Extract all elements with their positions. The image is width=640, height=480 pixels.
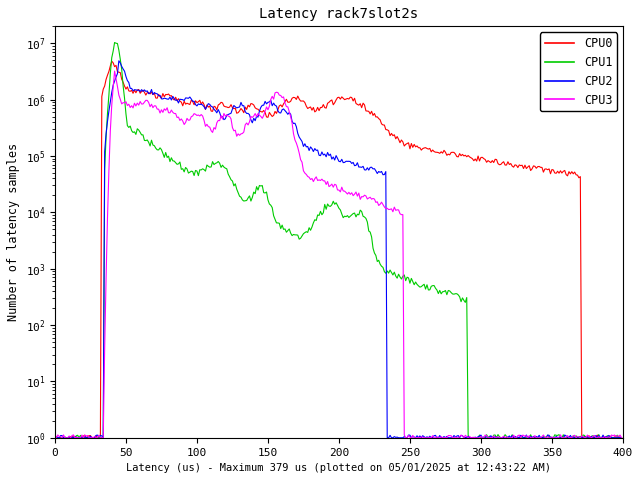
CPU2: [463, 435, 470, 441]
Y-axis label: Number of latency samples: Number of latency samples: [7, 143, 20, 321]
X-axis label: Latency (us) - Maximum 379 us (plotted on 05/01/2025 at 12:43:22 AM): Latency (us) - Maximum 379 us (plotted o…: [127, 463, 552, 473]
CPU3: [278, 95, 286, 100]
CPU3: [122, 99, 130, 105]
CPU2: [115, 58, 123, 64]
CPU3: [239, 131, 246, 136]
CPU0: [618, 435, 625, 441]
CPU0: [51, 435, 59, 441]
CPU2: [51, 434, 59, 440]
CPU1: [464, 432, 472, 438]
CPU1: [618, 435, 625, 441]
Line: CPU3: CPU3: [55, 71, 621, 438]
CPU0: [409, 144, 417, 150]
CPU3: [410, 435, 418, 441]
CPU2: [618, 435, 625, 441]
CPU3: [51, 432, 59, 438]
CPU0: [121, 83, 129, 89]
CPU0: [461, 152, 469, 158]
Legend: CPU0, CPU1, CPU2, CPU3: CPU0, CPU1, CPU2, CPU3: [540, 32, 617, 111]
CPU0: [464, 153, 472, 158]
CPU0: [108, 58, 116, 64]
CPU2: [278, 107, 286, 113]
CPU3: [463, 434, 470, 440]
Line: CPU1: CPU1: [55, 43, 621, 438]
Line: CPU2: CPU2: [55, 61, 621, 438]
CPU3: [58, 435, 66, 441]
CPU2: [122, 73, 130, 79]
CPU2: [54, 435, 61, 441]
CPU1: [237, 194, 245, 200]
CPU3: [466, 433, 474, 439]
CPU0: [237, 106, 245, 111]
CPU1: [461, 300, 469, 305]
Title: Latency rack7slot2s: Latency rack7slot2s: [259, 7, 419, 21]
CPU1: [409, 279, 417, 285]
CPU1: [277, 226, 285, 231]
CPU1: [111, 40, 118, 46]
CPU0: [277, 102, 285, 108]
CPU3: [618, 435, 625, 441]
CPU1: [121, 96, 129, 101]
CPU2: [239, 103, 246, 108]
CPU3: [111, 68, 118, 74]
Line: CPU0: CPU0: [55, 61, 621, 438]
CPU2: [410, 434, 418, 440]
CPU2: [466, 435, 474, 441]
CPU1: [51, 435, 59, 441]
